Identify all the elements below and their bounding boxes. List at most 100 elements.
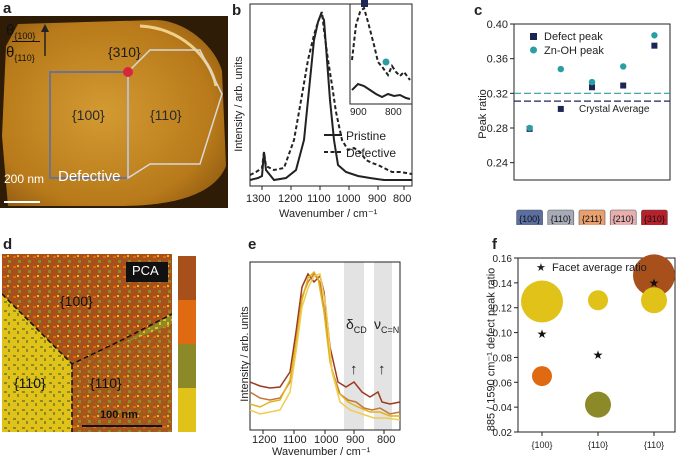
delta-cd-label: δCD [346, 316, 367, 335]
panel-c-label: c [474, 2, 483, 19]
legend-pristine-label: Pristine [346, 129, 387, 143]
panel-c-ylabel: Peak ratio [477, 89, 489, 139]
inset-pristine-spectrum [351, 82, 411, 100]
panel-b-ylabel: Intensity / arb. units [233, 56, 245, 152]
f-average-star: ★ [537, 327, 548, 341]
legend-defective-label: Defective [346, 146, 397, 160]
panel-e-ylabel-wrap: Intensity / arb. units [238, 290, 252, 420]
pca-badge: PCA [132, 263, 159, 278]
f-xtick-label: {110} [588, 440, 608, 450]
f-ytick-label: 0.04 [493, 403, 513, 414]
e-xtick-1200: 1200 [252, 434, 277, 446]
f-bubble [641, 287, 667, 314]
c-category-label: {211} [582, 214, 602, 224]
legend-facet-average-label: Facet average ratio [552, 262, 647, 274]
panel-b-xlabel: Wavenumber / cm⁻¹ [279, 208, 378, 220]
nu-cn-arrow-icon: ↑ [378, 361, 386, 378]
panel-b-label: b [232, 2, 242, 19]
f-bubble [521, 280, 563, 323]
pca-colorbar [178, 256, 196, 432]
c-legend-defect-swatch [530, 33, 537, 40]
c-category-box [516, 209, 543, 225]
f-xtick-label: {110} [644, 440, 664, 450]
defective-caption: Defective [58, 168, 121, 185]
panel-e-ylabel: Intensity / arb. units [239, 306, 251, 402]
colorbar-swatch-4 [178, 388, 196, 432]
f-ytick-label: 0.06 [493, 378, 513, 389]
c-znoh-point [526, 124, 533, 132]
panel-a-label: a [3, 0, 12, 17]
c-znoh-point [557, 65, 564, 73]
e-xtick-900: 900 [346, 434, 365, 446]
d-facet-110-right-label: {110} [90, 375, 122, 391]
c-category-label: {110} [551, 214, 571, 224]
c-ytick-label: 0.32 [487, 88, 508, 100]
panel-d-pca-map [2, 254, 172, 432]
b-xtick-1000: 1000 [336, 193, 361, 205]
c-category-box [609, 209, 637, 225]
c-legend-znoh-swatch [530, 46, 537, 54]
delta-cd-arrow-icon: ↑ [350, 361, 358, 378]
panel-f-label: f [492, 236, 497, 253]
e-xtick-800: 800 [377, 434, 396, 446]
f-axes [517, 257, 676, 433]
legend-defect-peak-label: Defect peak [544, 31, 603, 43]
panel-b-spectrum-plot [249, 0, 413, 190]
f-xtick-label: {100} [531, 440, 552, 450]
d-facet-110-left-label: {110} [14, 375, 46, 391]
facet-110-label: {110} [150, 107, 182, 123]
c-ytick-label: 0.28 [487, 123, 508, 135]
c-ytick-label: 0.40 [487, 19, 508, 31]
pca-region-110-left [2, 294, 72, 432]
e-xtick-1100: 1100 [283, 434, 307, 446]
c-category-box [578, 209, 606, 225]
facet-310-label: {310} [108, 44, 141, 60]
c-axes [513, 23, 671, 181]
c-category-label: {210} [613, 214, 634, 224]
facet-310-marker [123, 67, 133, 77]
crystal-average-label: Crystal Average [579, 104, 650, 115]
f-ytick-label: 0.16 [493, 254, 513, 265]
f-bubble [633, 254, 675, 297]
theta-110-label: θ{110} [6, 44, 35, 63]
fraction-bar [12, 41, 40, 42]
nu-cn-band [374, 262, 392, 430]
panel-a-afm-image [0, 16, 228, 208]
defective-spectrum [249, 11, 413, 176]
f-ytick-label: 0.02 [493, 428, 513, 439]
b-xtick-900: 900 [368, 193, 387, 205]
crystal-body [2, 20, 226, 206]
panel-e-label: e [248, 236, 257, 253]
scale-bar-d-label: 100 nm [100, 409, 138, 421]
inset-znoh-peak-marker [382, 58, 390, 66]
f-ytick-label: 0.14 [493, 279, 513, 290]
inset-defect-peak-marker [361, 0, 368, 7]
c-znoh-point [651, 32, 658, 39]
b-xtick-800: 800 [393, 193, 412, 205]
d-facet-100-label: {100} [60, 293, 93, 309]
c-znoh-point [620, 63, 627, 70]
panel-b-inset [349, 3, 413, 105]
panel-e-xlabel: Wavenumber / cm⁻¹ [272, 446, 371, 458]
pca-region-110-right [72, 324, 172, 432]
nu-cn-label: νC=N [374, 316, 400, 335]
e-xtick-1000: 1000 [314, 434, 339, 446]
facet-boundary-line [2, 293, 172, 365]
facet-110-outline [127, 49, 223, 180]
c-ytick-label: 0.36 [487, 54, 508, 66]
f-ytick-label: 0.12 [493, 304, 513, 315]
legend-star-icon: ★ [536, 262, 546, 274]
e-spectrum-3 [249, 270, 400, 417]
pristine-spectrum [249, 11, 412, 182]
panel-c-ylabel-wrap: Peak ratio [476, 50, 490, 180]
f-bubble [588, 290, 608, 311]
c-defect-point [620, 82, 627, 89]
f-ytick-label: 0.08 [493, 353, 513, 364]
f-bubble [585, 391, 611, 418]
scale-bar-a-label: 200 nm [4, 172, 45, 186]
panel-f-ylabel-wrap: 885 / 1590 cm⁻¹ defect peak ratio [484, 268, 498, 432]
c-defect-point [589, 84, 595, 91]
inset-defective-spectrum [351, 6, 411, 81]
f-bubble [532, 366, 552, 387]
c-category-box [641, 209, 668, 225]
